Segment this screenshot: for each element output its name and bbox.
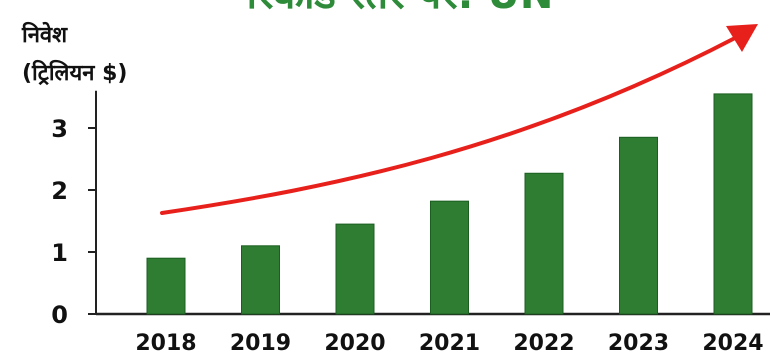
x-tick-label: 2018: [135, 331, 196, 356]
trend-curve: [160, 36, 737, 215]
y-tick-label: 1: [51, 239, 68, 267]
bar-2022: [524, 172, 564, 315]
x-tick-labels: 2018 2019 2020 2021 2022 2023 2024: [135, 331, 763, 356]
trend-arrowhead: [726, 24, 758, 52]
x-tick-label: 2021: [419, 331, 480, 356]
y-tick-label: 2: [51, 177, 68, 205]
x-tick-label: 2022: [513, 331, 574, 356]
bar-2019: [241, 245, 280, 315]
y-tick-label: 3: [51, 115, 68, 143]
bar-2021: [430, 200, 469, 315]
y-axis-label-line2: (ट्रिलियन $): [22, 59, 127, 86]
bar-2020: [335, 223, 375, 315]
y-axis-label-line1: निवेश: [21, 21, 68, 48]
x-tick-label: 2023: [608, 331, 669, 356]
x-tick-label: 2020: [324, 331, 385, 356]
bar-2023: [619, 136, 658, 315]
bars: [146, 93, 753, 315]
bar-2024: [713, 93, 753, 315]
y-tick-label: 0: [51, 301, 68, 329]
y-tick-labels: 0 1 2 3: [51, 115, 96, 329]
x-tick-label: 2024: [702, 331, 763, 356]
x-tick-label: 2019: [230, 331, 291, 356]
trend-arrow: [160, 24, 758, 215]
chart-title: रिकॉर्ड स्तर पर: UN: [246, 0, 554, 18]
bar-2018: [146, 257, 186, 315]
